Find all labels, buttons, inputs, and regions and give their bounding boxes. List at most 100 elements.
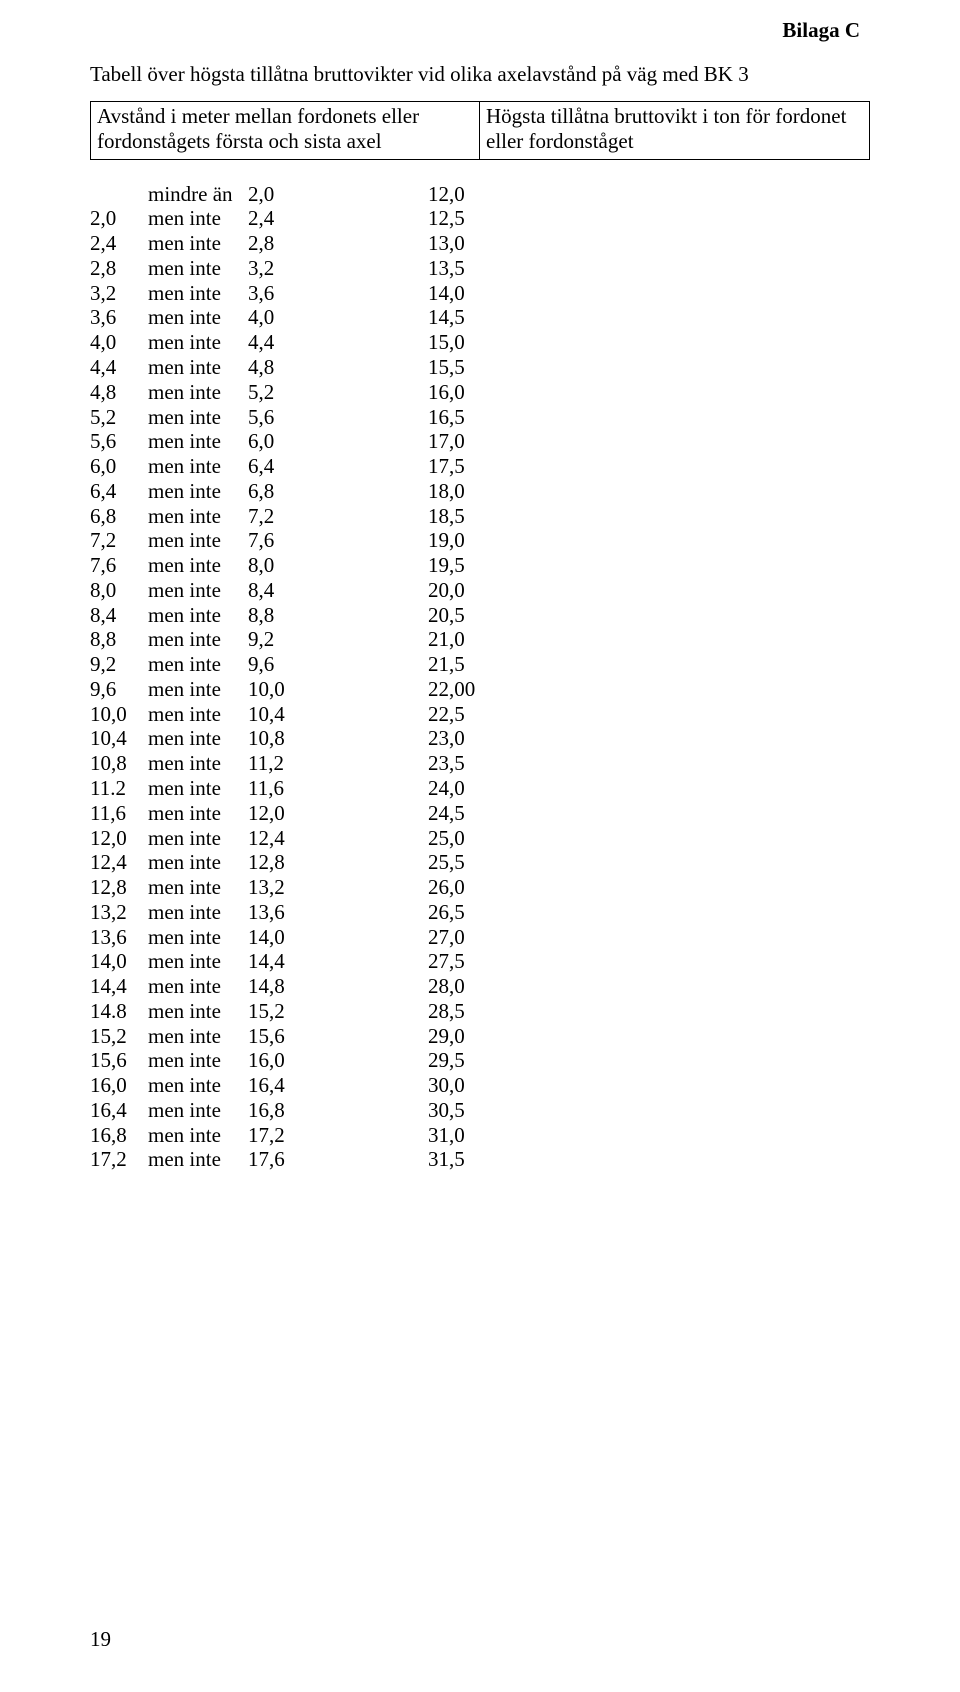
table-row: 8,4men inte8,820,5 <box>90 603 508 628</box>
high-bound: 4,8 <box>248 355 428 380</box>
low-bound: 12,0 <box>90 826 148 851</box>
table-row: mindre än2,012,0 <box>90 182 508 207</box>
range-label: men inte <box>148 281 248 306</box>
weight-value: 17,0 <box>428 429 508 454</box>
range-label: men inte <box>148 231 248 256</box>
weight-value: 18,5 <box>428 504 508 529</box>
low-bound: 2,4 <box>90 231 148 256</box>
table-row: 4,0men inte4,415,0 <box>90 330 508 355</box>
table-row: 17,2men inte17,631,5 <box>90 1147 508 1172</box>
range-label: men inte <box>148 1123 248 1148</box>
weight-value: 30,5 <box>428 1098 508 1123</box>
weight-value: 23,0 <box>428 726 508 751</box>
table-row: 12,8men inte13,226,0 <box>90 875 508 900</box>
low-bound: 3,6 <box>90 305 148 330</box>
high-bound: 2,0 <box>248 182 428 207</box>
table-row: 15,6men inte16,029,5 <box>90 1048 508 1073</box>
table-row: 10,8men inte11,223,5 <box>90 751 508 776</box>
high-bound: 12,0 <box>248 801 428 826</box>
weight-value: 17,5 <box>428 454 508 479</box>
table-row: 14.8men inte15,228,5 <box>90 999 508 1024</box>
weight-value: 21,5 <box>428 652 508 677</box>
table-row: 16,8men inte17,231,0 <box>90 1123 508 1148</box>
low-bound: 2,8 <box>90 256 148 281</box>
high-bound: 13,6 <box>248 900 428 925</box>
low-bound: 8,8 <box>90 627 148 652</box>
high-bound: 9,2 <box>248 627 428 652</box>
weight-value: 22,5 <box>428 702 508 727</box>
range-label: men inte <box>148 949 248 974</box>
weight-value: 20,5 <box>428 603 508 628</box>
weight-value: 28,5 <box>428 999 508 1024</box>
high-bound: 11,6 <box>248 776 428 801</box>
low-bound: 11,6 <box>90 801 148 826</box>
range-label: men inte <box>148 751 248 776</box>
low-bound: 16,8 <box>90 1123 148 1148</box>
range-label: men inte <box>148 702 248 727</box>
weight-value: 24,0 <box>428 776 508 801</box>
high-bound: 14,0 <box>248 925 428 950</box>
low-bound: 16,0 <box>90 1073 148 1098</box>
high-bound: 8,4 <box>248 578 428 603</box>
range-label: men inte <box>148 726 248 751</box>
weight-value: 22,00 <box>428 677 508 702</box>
table-row: 5,6men inte6,017,0 <box>90 429 508 454</box>
range-label: men inte <box>148 652 248 677</box>
high-bound: 6,0 <box>248 429 428 454</box>
range-label: men inte <box>148 677 248 702</box>
range-label: men inte <box>148 603 248 628</box>
table-row: 14,0men inte14,427,5 <box>90 949 508 974</box>
high-bound: 5,2 <box>248 380 428 405</box>
range-label: men inte <box>148 429 248 454</box>
table-row: 6,8men inte7,218,5 <box>90 504 508 529</box>
low-bound: 5,6 <box>90 429 148 454</box>
table-row: 14,4men inte14,828,0 <box>90 974 508 999</box>
weight-value: 14,5 <box>428 305 508 330</box>
table-row: 16,4men inte16,830,5 <box>90 1098 508 1123</box>
range-label: men inte <box>148 1024 248 1049</box>
weight-value: 31,5 <box>428 1147 508 1172</box>
high-bound: 14,4 <box>248 949 428 974</box>
low-bound: 12,4 <box>90 850 148 875</box>
weight-value: 24,5 <box>428 801 508 826</box>
table-row: 10,4men inte10,823,0 <box>90 726 508 751</box>
high-bound: 2,4 <box>248 206 428 231</box>
low-bound: 8,4 <box>90 603 148 628</box>
range-label: men inte <box>148 355 248 380</box>
table-row: 7,2men inte7,619,0 <box>90 528 508 553</box>
table-row: 6,0men inte6,417,5 <box>90 454 508 479</box>
range-label: men inte <box>148 479 248 504</box>
table-row: 2,0men inte2,412,5 <box>90 206 508 231</box>
range-label: men inte <box>148 256 248 281</box>
header-box: Avstånd i meter mellan fordonets eller f… <box>90 101 870 159</box>
table-row: 10,0men inte10,422,5 <box>90 702 508 727</box>
weight-value: 20,0 <box>428 578 508 603</box>
range-label: men inte <box>148 850 248 875</box>
low-bound: 14.8 <box>90 999 148 1024</box>
high-bound: 9,6 <box>248 652 428 677</box>
range-label: men inte <box>148 826 248 851</box>
range-label: men inte <box>148 405 248 430</box>
weight-value: 21,0 <box>428 627 508 652</box>
table-row: 8,8men inte9,221,0 <box>90 627 508 652</box>
weight-value: 14,0 <box>428 281 508 306</box>
range-label: men inte <box>148 206 248 231</box>
high-bound: 17,6 <box>248 1147 428 1172</box>
table-row: 12,4men inte12,825,5 <box>90 850 508 875</box>
weight-value: 16,5 <box>428 405 508 430</box>
low-bound: 14,0 <box>90 949 148 974</box>
high-bound: 8,0 <box>248 553 428 578</box>
low-bound: 6,8 <box>90 504 148 529</box>
low-bound: 17,2 <box>90 1147 148 1172</box>
header-left-cell: Avstånd i meter mellan fordonets eller f… <box>91 102 480 158</box>
table-row: 2,4men inte2,813,0 <box>90 231 508 256</box>
high-bound: 4,4 <box>248 330 428 355</box>
range-label: men inte <box>148 1147 248 1172</box>
low-bound: 13,6 <box>90 925 148 950</box>
low-bound: 4,0 <box>90 330 148 355</box>
low-bound: 13,2 <box>90 900 148 925</box>
high-bound: 12,8 <box>248 850 428 875</box>
range-label: men inte <box>148 776 248 801</box>
high-bound: 3,2 <box>248 256 428 281</box>
low-bound: 8,0 <box>90 578 148 603</box>
